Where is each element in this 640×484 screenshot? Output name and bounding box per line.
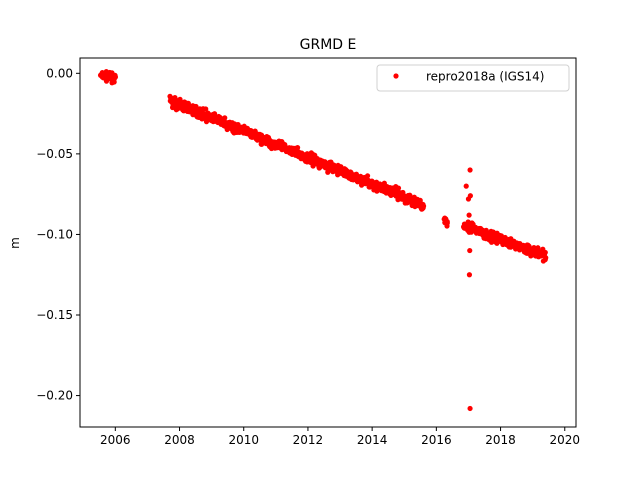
data-point: [112, 74, 118, 80]
legend-marker: [393, 73, 399, 79]
x-tick-label: 2016: [421, 433, 452, 447]
data-point: [467, 247, 473, 254]
legend-label: repro2018a (IGS14): [426, 70, 544, 84]
y-tick-label: −0.05: [36, 147, 73, 161]
data-point: [395, 185, 402, 191]
y-axis: 0.00 −0.05 −0.10 −0.15 −0.20: [36, 66, 80, 403]
data-point: [444, 220, 450, 226]
x-tick-label: 2006: [100, 433, 131, 447]
data-point: [364, 173, 371, 179]
y-tick-label: −0.20: [36, 389, 73, 403]
y-tick-label: −0.15: [36, 308, 73, 322]
data-point: [294, 145, 301, 151]
x-axis: 2006 2008 2010 2012 2014 2016 2018 2020: [100, 427, 580, 447]
data-point: [420, 203, 427, 209]
data-point: [467, 167, 473, 173]
x-tick-label: 2018: [485, 433, 516, 447]
data-point: [222, 115, 228, 121]
data-point: [203, 106, 209, 112]
x-tick-label: 2012: [293, 433, 324, 447]
data-point: [463, 183, 469, 189]
scatter-points: [97, 68, 549, 412]
data-point: [467, 405, 473, 412]
x-tick-label: 2020: [549, 433, 580, 447]
x-tick-label: 2014: [357, 433, 388, 447]
data-point: [111, 79, 117, 85]
data-point: [466, 272, 473, 278]
data-point: [494, 240, 500, 246]
data-point: [467, 193, 473, 199]
legend-box: [376, 64, 570, 92]
chart-title: GRMD E: [300, 37, 357, 53]
x-tick-label: 2010: [228, 433, 259, 447]
x-tick-label: 2008: [164, 433, 195, 447]
y-tick-label: 0.00: [46, 66, 73, 80]
data-point: [466, 212, 472, 218]
legend: repro2018a (IGS14): [376, 64, 570, 92]
y-axis-label: m: [8, 237, 22, 249]
data-point: [543, 255, 549, 261]
axes-frame: [79, 57, 577, 428]
y-tick-label: −0.10: [36, 227, 73, 241]
data-point: [542, 249, 548, 256]
